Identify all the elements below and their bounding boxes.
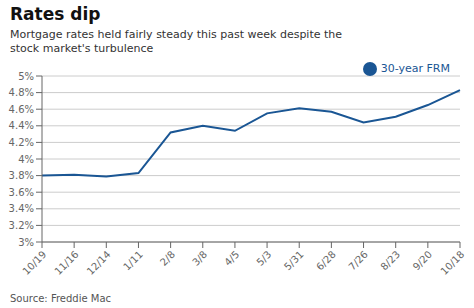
html-text:Mortgage rates held fairly ste: Mortgage rates held fairly steady this p…	[10, 28, 342, 41]
html-text:Rates dip: Rates dip	[10, 4, 101, 24]
svg-text:9/20: 9/20	[411, 249, 435, 273]
html-text:Source: Freddie Mac: Source: Freddie Mac	[10, 293, 111, 304]
svg-text:10/18: 10/18	[438, 249, 466, 277]
svg-text:12/14: 12/14	[85, 249, 113, 277]
svg-text:4%: 4%	[18, 154, 34, 165]
svg-text:3/8: 3/8	[190, 249, 209, 268]
html-text:30-year FRM: 30-year FRM	[380, 62, 450, 75]
svg-text:3.2%: 3.2%	[9, 220, 34, 231]
html-text:stock market's turbulence: stock market's turbulence	[10, 42, 154, 55]
svg-text:3.6%: 3.6%	[9, 187, 34, 198]
svg-text:4/5: 4/5	[222, 249, 241, 268]
svg-text:11/16: 11/16	[52, 249, 80, 277]
svg-text:4.8%: 4.8%	[9, 87, 34, 98]
svg-text:3.8%: 3.8%	[9, 170, 34, 181]
svg-text:10/19: 10/19	[20, 249, 48, 277]
svg-text:3%: 3%	[18, 237, 34, 248]
svg-text:4.6%: 4.6%	[9, 104, 34, 115]
svg-text:3.4%: 3.4%	[9, 203, 34, 214]
svg-text:7/26: 7/26	[346, 249, 370, 273]
svg-text:4.2%: 4.2%	[9, 137, 34, 148]
svg-text:4.4%: 4.4%	[9, 120, 34, 131]
svg-text:2/8: 2/8	[158, 249, 177, 268]
svg-text:1/11: 1/11	[121, 249, 145, 273]
svg-text:8/23: 8/23	[378, 249, 402, 273]
svg-text:5%: 5%	[18, 71, 34, 82]
svg-text:6/28: 6/28	[314, 249, 338, 273]
svg-text:5/31: 5/31	[282, 249, 306, 273]
svg-text:5/3: 5/3	[254, 249, 273, 268]
